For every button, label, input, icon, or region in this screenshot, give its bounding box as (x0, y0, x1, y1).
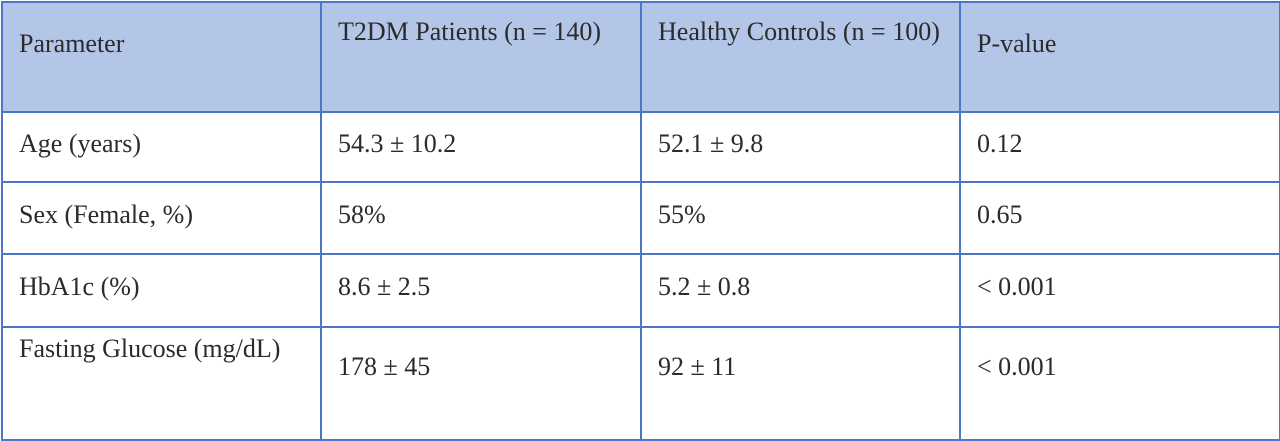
cell-parameter: Age (years) (1, 111, 322, 183)
table-row: Sex (Female, %) 58% 55% 0.65 (1, 181, 1280, 255)
cell-parameter: Sex (Female, %) (1, 181, 322, 255)
cell-controls: 52.1 ± 9.8 (640, 111, 961, 183)
cell-controls: 5.2 ± 0.8 (640, 253, 961, 328)
cell-parameter: HbA1c (%) (1, 253, 322, 328)
cell-t2dm: 8.6 ± 2.5 (320, 253, 642, 328)
header-healthy-controls: Healthy Controls (n = 100) (640, 1, 961, 113)
table-header: Parameter T2DM Patients (n = 140) Health… (1, 1, 1280, 113)
cell-controls: 92 ± 11 (640, 326, 961, 441)
header-t2dm-patients: T2DM Patients (n = 140) (320, 1, 642, 113)
cell-p-value: 0.65 (959, 181, 1280, 255)
cell-p-value: 0.12 (959, 111, 1280, 183)
cell-controls: 55% (640, 181, 961, 255)
cell-t2dm: 58% (320, 181, 642, 255)
table-row: Age (years) 54.3 ± 10.2 52.1 ± 9.8 0.12 (1, 111, 1280, 183)
cell-t2dm: 54.3 ± 10.2 (320, 111, 642, 183)
cell-parameter: Fasting Glucose (mg/dL) (1, 326, 322, 441)
table-body: Age (years) 54.3 ± 10.2 52.1 ± 9.8 0.12 … (1, 111, 1280, 441)
cell-t2dm: 178 ± 45 (320, 326, 642, 441)
cell-p-value: < 0.001 (959, 326, 1280, 441)
header-row: Parameter T2DM Patients (n = 140) Health… (1, 1, 1280, 113)
table-row: Fasting Glucose (mg/dL) 178 ± 45 92 ± 11… (1, 326, 1280, 441)
table-row: HbA1c (%) 8.6 ± 2.5 5.2 ± 0.8 < 0.001 (1, 253, 1280, 328)
cell-p-value: < 0.001 (959, 253, 1280, 328)
header-p-value: P-value (959, 1, 1280, 113)
header-parameter: Parameter (1, 1, 322, 113)
